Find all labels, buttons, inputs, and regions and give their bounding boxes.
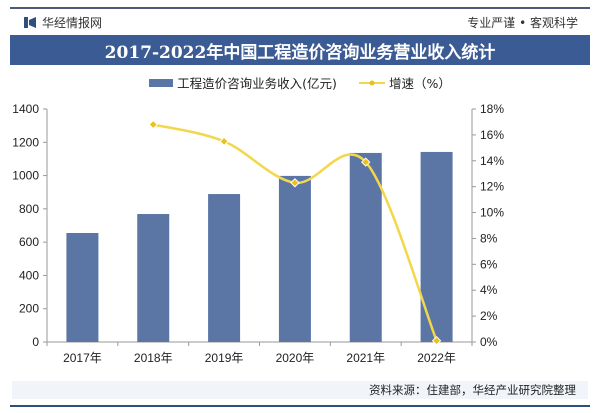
growth-line bbox=[152, 123, 438, 342]
left-tick-label: 1200 bbox=[12, 135, 39, 149]
legend-label: 增速（%） bbox=[388, 76, 451, 91]
growth-point bbox=[148, 119, 158, 130]
left-tick-label: 800 bbox=[19, 202, 39, 216]
left-tick-label: 400 bbox=[19, 268, 39, 282]
left-tick-label: 200 bbox=[19, 302, 39, 316]
bar-2017年 bbox=[66, 232, 99, 342]
right-tick-label: 10% bbox=[480, 206, 504, 220]
left-tick-label: 0 bbox=[32, 335, 39, 349]
x-tick-label: 2019年 bbox=[205, 351, 244, 365]
x-tick-label: 2022年 bbox=[417, 351, 456, 365]
right-tick-label: 8% bbox=[480, 231, 498, 245]
chart-title: 2017-2022年中国工程造价咨询业务营业收入统计 bbox=[10, 35, 590, 65]
growth-point bbox=[431, 335, 442, 346]
right-tick-label: 0% bbox=[480, 335, 498, 349]
growth-point bbox=[219, 136, 229, 147]
brand-name: 华经情报网 bbox=[42, 16, 103, 30]
right-tick-label: 12% bbox=[480, 180, 504, 194]
bar-2020年 bbox=[278, 175, 311, 342]
bar-2019年 bbox=[208, 194, 241, 342]
x-tick-label: 2017年 bbox=[63, 351, 102, 365]
right-tick-label: 18% bbox=[480, 102, 504, 116]
growth-point bbox=[290, 178, 300, 188]
right-tick-label: 2% bbox=[480, 309, 498, 323]
legend-item-revenue: 工程造价咨询业务收入(亿元) bbox=[149, 73, 337, 92]
growth-point bbox=[361, 157, 371, 167]
legend-swatch-bar bbox=[149, 78, 174, 87]
brand-logo-icon bbox=[24, 17, 36, 28]
right-tick-label: 16% bbox=[480, 128, 504, 142]
right-tick-label: 6% bbox=[480, 257, 498, 271]
x-tick-label: 2020年 bbox=[276, 351, 315, 365]
right-tick-label: 14% bbox=[480, 154, 504, 168]
legend-swatch-line bbox=[358, 80, 385, 85]
left-tick-label: 1000 bbox=[12, 169, 39, 183]
legend-item-growth: 增速（%） bbox=[358, 73, 451, 92]
x-tick-label: 2021年 bbox=[346, 351, 385, 365]
source-note: 资料来源：住建部，华经产业研究院整理 bbox=[12, 381, 588, 399]
bar-2022年 bbox=[420, 151, 453, 342]
right-tick-label: 4% bbox=[480, 283, 498, 297]
slogan: 专业严谨 • 客观科学 bbox=[467, 16, 578, 30]
brand: 华经情报网 bbox=[24, 14, 102, 31]
top-divider bbox=[10, 7, 590, 9]
legend-label: 工程造价咨询业务收入(亿元) bbox=[177, 76, 337, 91]
legend: 工程造价咨询业务收入(亿元) 增速（%） bbox=[0, 73, 600, 92]
x-tick-label: 2018年 bbox=[134, 351, 173, 365]
bar-2021年 bbox=[349, 152, 382, 342]
bar-2018年 bbox=[137, 214, 170, 342]
left-tick-label: 600 bbox=[19, 235, 39, 249]
bottom-divider bbox=[10, 405, 590, 407]
left-tick-label: 1400 bbox=[12, 102, 39, 116]
